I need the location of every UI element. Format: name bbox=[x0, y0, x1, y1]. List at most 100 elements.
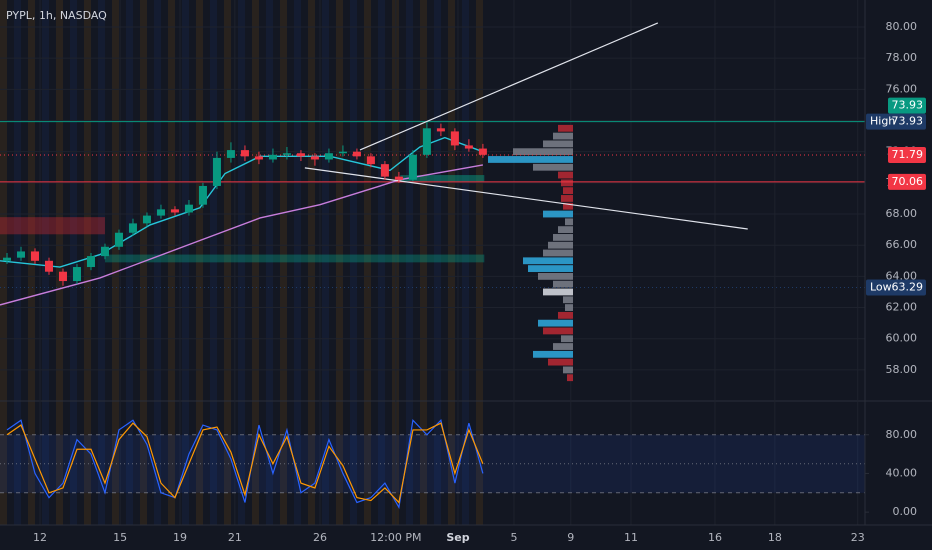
candle-body bbox=[338, 151, 347, 154]
session-stripe bbox=[210, 0, 217, 525]
price-tag-value: 71.79 bbox=[892, 148, 924, 161]
y-tick-label: 64.00 bbox=[886, 269, 918, 282]
candle-body bbox=[44, 260, 53, 272]
session-stripe bbox=[420, 0, 427, 525]
x-tick-label: 15 bbox=[113, 531, 127, 544]
volume-profile-bar bbox=[533, 163, 573, 171]
candle-body bbox=[170, 209, 179, 213]
candle-body bbox=[352, 151, 361, 157]
volume-profile-bar bbox=[553, 343, 573, 350]
x-tick-label: 12:00 PM bbox=[370, 531, 421, 544]
volume-profile-bar bbox=[513, 148, 573, 156]
volume-profile-bar bbox=[533, 350, 573, 358]
session-stripe bbox=[28, 0, 35, 525]
candle-body bbox=[100, 246, 109, 257]
y-tick-label: 58.00 bbox=[886, 363, 918, 376]
candle-body bbox=[2, 257, 11, 261]
session-stripe bbox=[112, 0, 119, 525]
session-stripe bbox=[238, 0, 245, 525]
session-stripe bbox=[252, 0, 259, 525]
volume-profile-bar bbox=[553, 234, 573, 241]
price-tag bbox=[888, 97, 926, 114]
candle-body bbox=[436, 128, 445, 132]
y-tick-label: 80.00 bbox=[886, 20, 918, 33]
x-tick-label: 11 bbox=[624, 531, 638, 544]
session-stripe bbox=[322, 0, 329, 525]
oscillator-line bbox=[6, 422, 484, 504]
session-stripe bbox=[182, 0, 189, 525]
zone bbox=[400, 175, 485, 182]
session-stripe bbox=[308, 0, 315, 525]
trend-line bbox=[359, 22, 659, 151]
price-tag-value: 70.06 bbox=[892, 175, 924, 188]
volume-profile-bar bbox=[558, 226, 573, 234]
x-tick-label: 5 bbox=[510, 531, 517, 544]
price-tag-name: High bbox=[870, 115, 895, 128]
session-stripe bbox=[350, 0, 357, 525]
session-stripe bbox=[154, 0, 161, 525]
volume-profile-bar bbox=[553, 132, 573, 140]
volume-profile-bar bbox=[561, 179, 573, 187]
candle-body bbox=[30, 251, 39, 261]
volume-profile-bar bbox=[543, 327, 573, 335]
candle-body bbox=[464, 145, 473, 149]
price-tag-value: 63.29 bbox=[892, 280, 924, 293]
candle-body bbox=[16, 251, 25, 258]
price-tag bbox=[866, 113, 926, 130]
session-stripe bbox=[196, 0, 203, 525]
volume-profile-bar bbox=[538, 319, 573, 327]
candle-body bbox=[86, 256, 95, 268]
session-stripe bbox=[406, 0, 413, 525]
session-stripe bbox=[336, 0, 343, 525]
volume-profile-bar bbox=[538, 272, 573, 280]
y-tick-label: 62.00 bbox=[886, 301, 918, 314]
candle-body bbox=[282, 153, 291, 155]
candle-body bbox=[142, 215, 151, 224]
volume-profile-bar bbox=[548, 241, 573, 249]
volume-profile-bar bbox=[548, 358, 573, 366]
price-tag-name: Low bbox=[870, 280, 892, 293]
volume-profile-bar bbox=[567, 374, 573, 382]
x-tick-label: Sep bbox=[446, 531, 469, 544]
session-stripe bbox=[224, 0, 231, 525]
volume-profile-bar bbox=[488, 156, 573, 163]
candle-body bbox=[324, 153, 333, 160]
session-stripe bbox=[126, 0, 133, 525]
x-tick-label: 23 bbox=[851, 531, 865, 544]
session-stripe bbox=[168, 0, 175, 525]
x-tick-label: 19 bbox=[173, 531, 187, 544]
candle-body bbox=[394, 176, 403, 180]
x-tick-label: 26 bbox=[313, 531, 327, 544]
candle-body bbox=[198, 185, 207, 205]
volume-profile-bar bbox=[543, 288, 573, 296]
candle-body bbox=[212, 157, 221, 186]
session-stripe bbox=[0, 0, 7, 525]
candle-body bbox=[408, 154, 417, 180]
volume-profile-bar bbox=[563, 296, 573, 304]
price-tag bbox=[866, 279, 926, 296]
session-stripe bbox=[364, 0, 371, 525]
candle-body bbox=[58, 271, 67, 282]
y-tick-label: 78.00 bbox=[886, 51, 918, 64]
candle-body bbox=[422, 128, 431, 155]
trend-line bbox=[304, 167, 748, 230]
candle-body bbox=[268, 154, 277, 160]
candle-body bbox=[114, 232, 123, 247]
price-tag bbox=[888, 173, 926, 190]
candle-body bbox=[366, 156, 375, 165]
session-stripe bbox=[98, 0, 105, 525]
volume-profile-bar bbox=[528, 265, 573, 272]
session-stripe bbox=[266, 0, 273, 525]
session-stripe bbox=[448, 0, 455, 525]
volume-profile-bar bbox=[561, 335, 573, 343]
candle-body bbox=[296, 153, 305, 157]
session-stripe bbox=[280, 0, 287, 525]
volume-profile-bar bbox=[563, 202, 573, 210]
candle-body bbox=[156, 209, 165, 216]
y-tick-label: 68.00 bbox=[886, 207, 918, 220]
y-tick-label: 0.00 bbox=[893, 505, 918, 518]
volume-profile-bar bbox=[543, 140, 573, 148]
x-tick-label: 9 bbox=[567, 531, 574, 544]
volume-profile-bar bbox=[565, 218, 573, 226]
candle-body bbox=[240, 150, 249, 157]
